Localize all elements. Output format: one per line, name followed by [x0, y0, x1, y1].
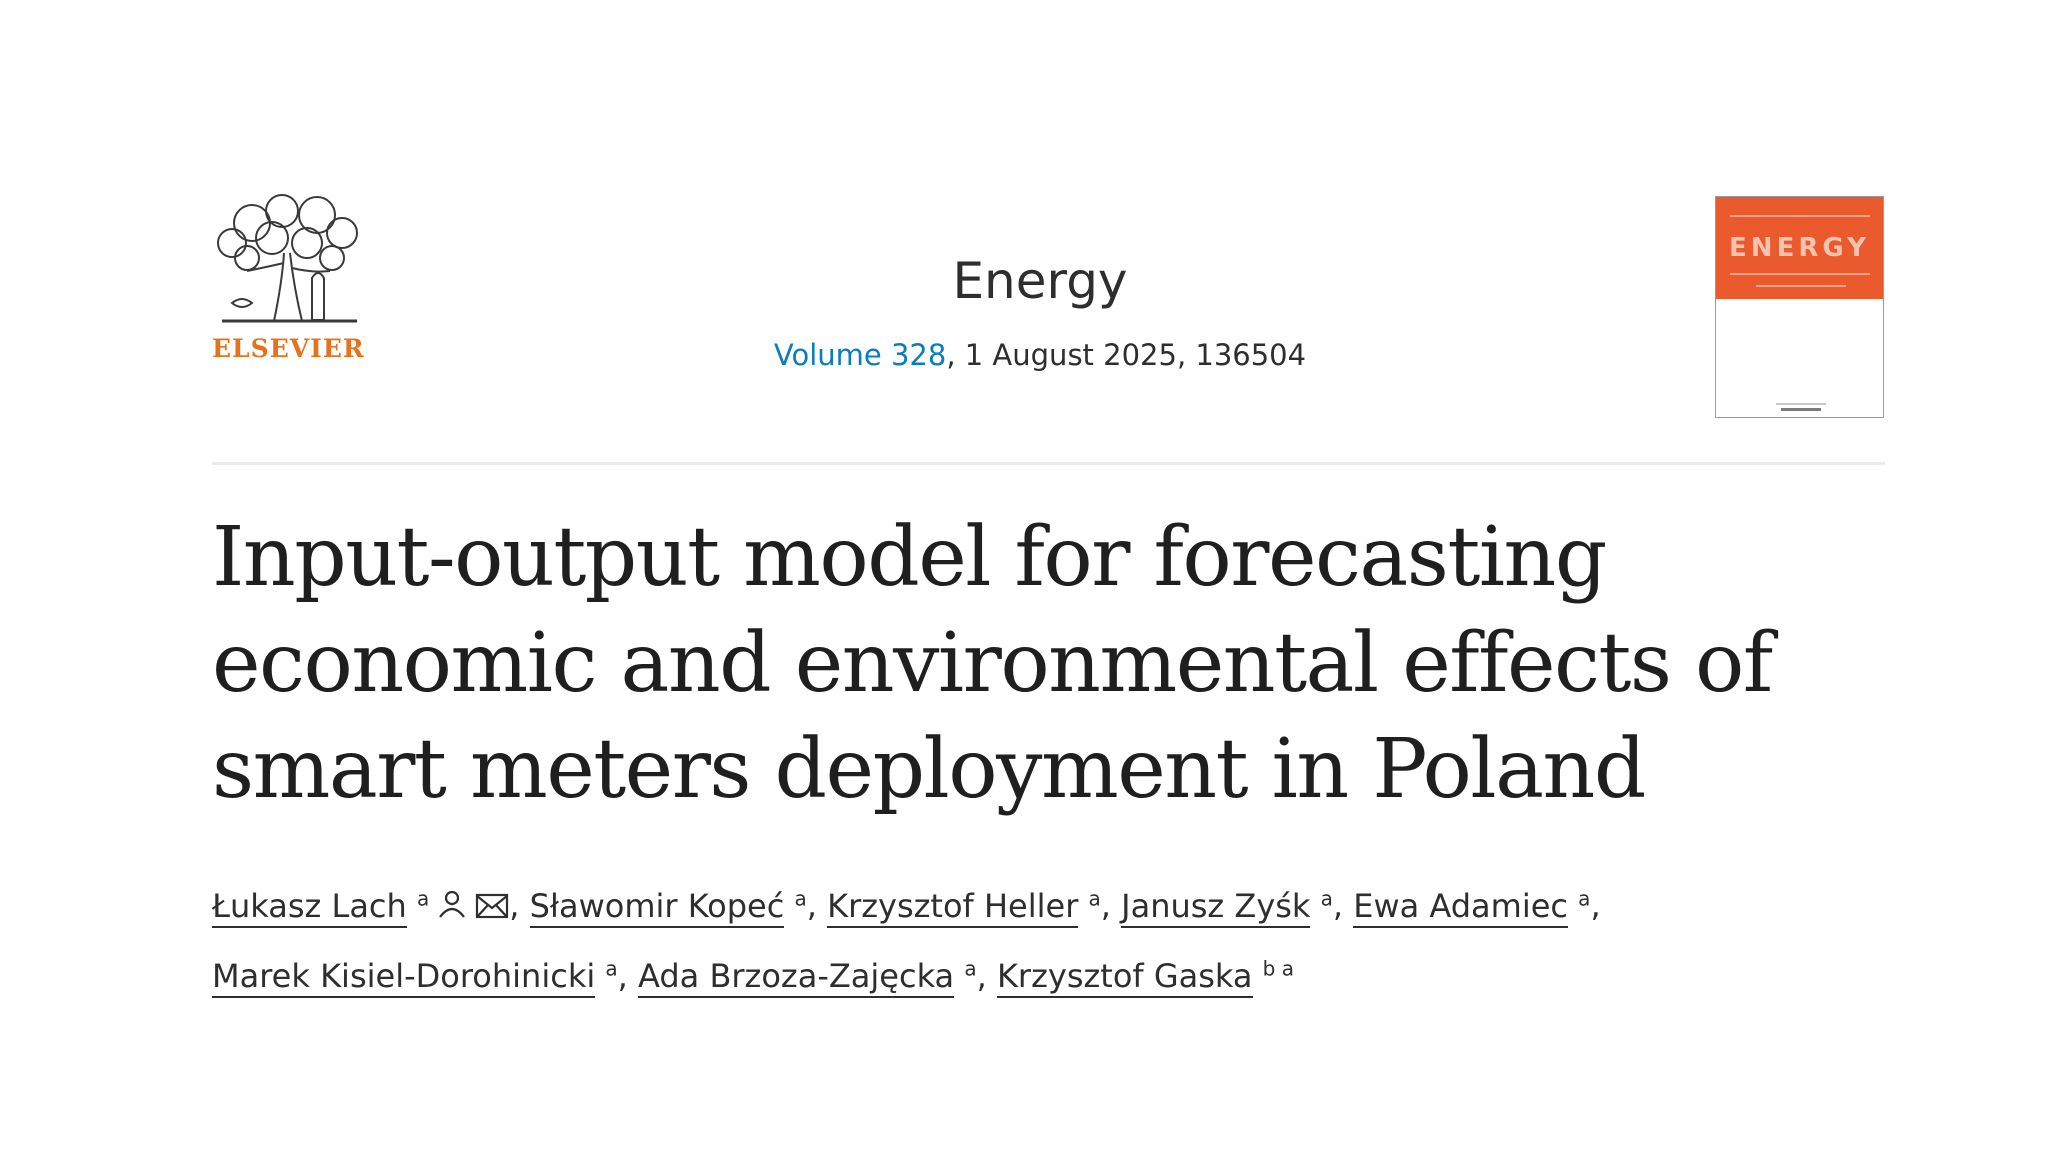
cover-strip: [1756, 285, 1846, 287]
author-link[interactable]: Ewa Adamiec a: [1353, 886, 1591, 928]
header-divider: [212, 462, 1885, 465]
author-name[interactable]: Marek Kisiel-Dorohinicki: [212, 957, 596, 999]
author-link[interactable]: Krzysztof Heller a: [827, 886, 1101, 928]
author-link[interactable]: Krzysztof Gaska b a: [996, 956, 1294, 999]
affiliation-marker[interactable]: a: [605, 956, 618, 981]
author-separator: ,: [617, 957, 628, 996]
email-icon[interactable]: [475, 878, 509, 939]
affiliation-marker[interactable]: a: [1578, 886, 1591, 910]
author-name[interactable]: Sławomir Kopeć: [529, 886, 785, 928]
journal-cover-image[interactable]: ENERGY: [1715, 196, 1884, 418]
author-link[interactable]: Łukasz Lach a: [212, 886, 509, 928]
author-name[interactable]: Krzysztof Gaska: [996, 957, 1253, 999]
author-name[interactable]: Łukasz Lach: [212, 886, 407, 928]
elsevier-tree-icon: [217, 194, 358, 323]
cover-strip: [1730, 273, 1870, 275]
author-link[interactable]: Marek Kisiel-Dorohinicki a: [212, 956, 618, 999]
author-separator: ,: [1332, 886, 1344, 925]
author-name[interactable]: Ewa Adamiec: [1353, 886, 1568, 928]
journal-issue-info: Volume 328, 1 August 2025, 136504: [420, 338, 1660, 372]
author-list: Łukasz Lach a, Sławomir Kopeć a, Krzyszt…: [212, 868, 1892, 1007]
author-separator: ,: [806, 886, 817, 925]
author-separator: ,: [509, 886, 520, 925]
author-link[interactable]: Sławomir Kopeć a: [529, 886, 807, 928]
publisher-name: ELSEVIER: [212, 334, 365, 363]
affiliation-marker[interactable]: b a: [1262, 956, 1294, 981]
author-separator: ,: [1100, 886, 1111, 925]
affiliation-marker[interactable]: a: [794, 886, 807, 910]
author-name[interactable]: Ada Brzoza-Zajęcka: [638, 957, 955, 999]
author-name[interactable]: Janusz Zyśk: [1121, 886, 1311, 928]
author-name[interactable]: Krzysztof Heller: [827, 886, 1079, 928]
author-link[interactable]: Ada Brzoza-Zajęcka a: [638, 956, 977, 999]
article-title: Input-output model for forecasting econo…: [212, 510, 1773, 817]
publisher-logo[interactable]: [212, 193, 362, 363]
affiliation-marker[interactable]: a: [1088, 886, 1101, 910]
author-separator: ,: [976, 957, 987, 996]
person-icon[interactable]: [437, 878, 467, 939]
cover-band: ENERGY: [1716, 197, 1883, 299]
cover-strip: [1730, 215, 1870, 217]
cover-footer-line: [1776, 403, 1826, 405]
cover-title: ENERGY: [1729, 233, 1870, 263]
volume-link[interactable]: Volume 328: [773, 338, 947, 372]
issue-date-article-number: , 1 August 2025, 136504: [946, 338, 1307, 372]
affiliation-marker[interactable]: a: [964, 956, 977, 981]
affiliation-marker[interactable]: a: [1320, 886, 1333, 910]
journal-title[interactable]: Energy: [952, 252, 1128, 310]
affiliation-marker[interactable]: a: [416, 886, 430, 910]
author-link[interactable]: Janusz Zyśk a: [1121, 886, 1333, 928]
cover-footer-logo: [1781, 408, 1821, 411]
author-separator: ,: [1590, 886, 1601, 925]
